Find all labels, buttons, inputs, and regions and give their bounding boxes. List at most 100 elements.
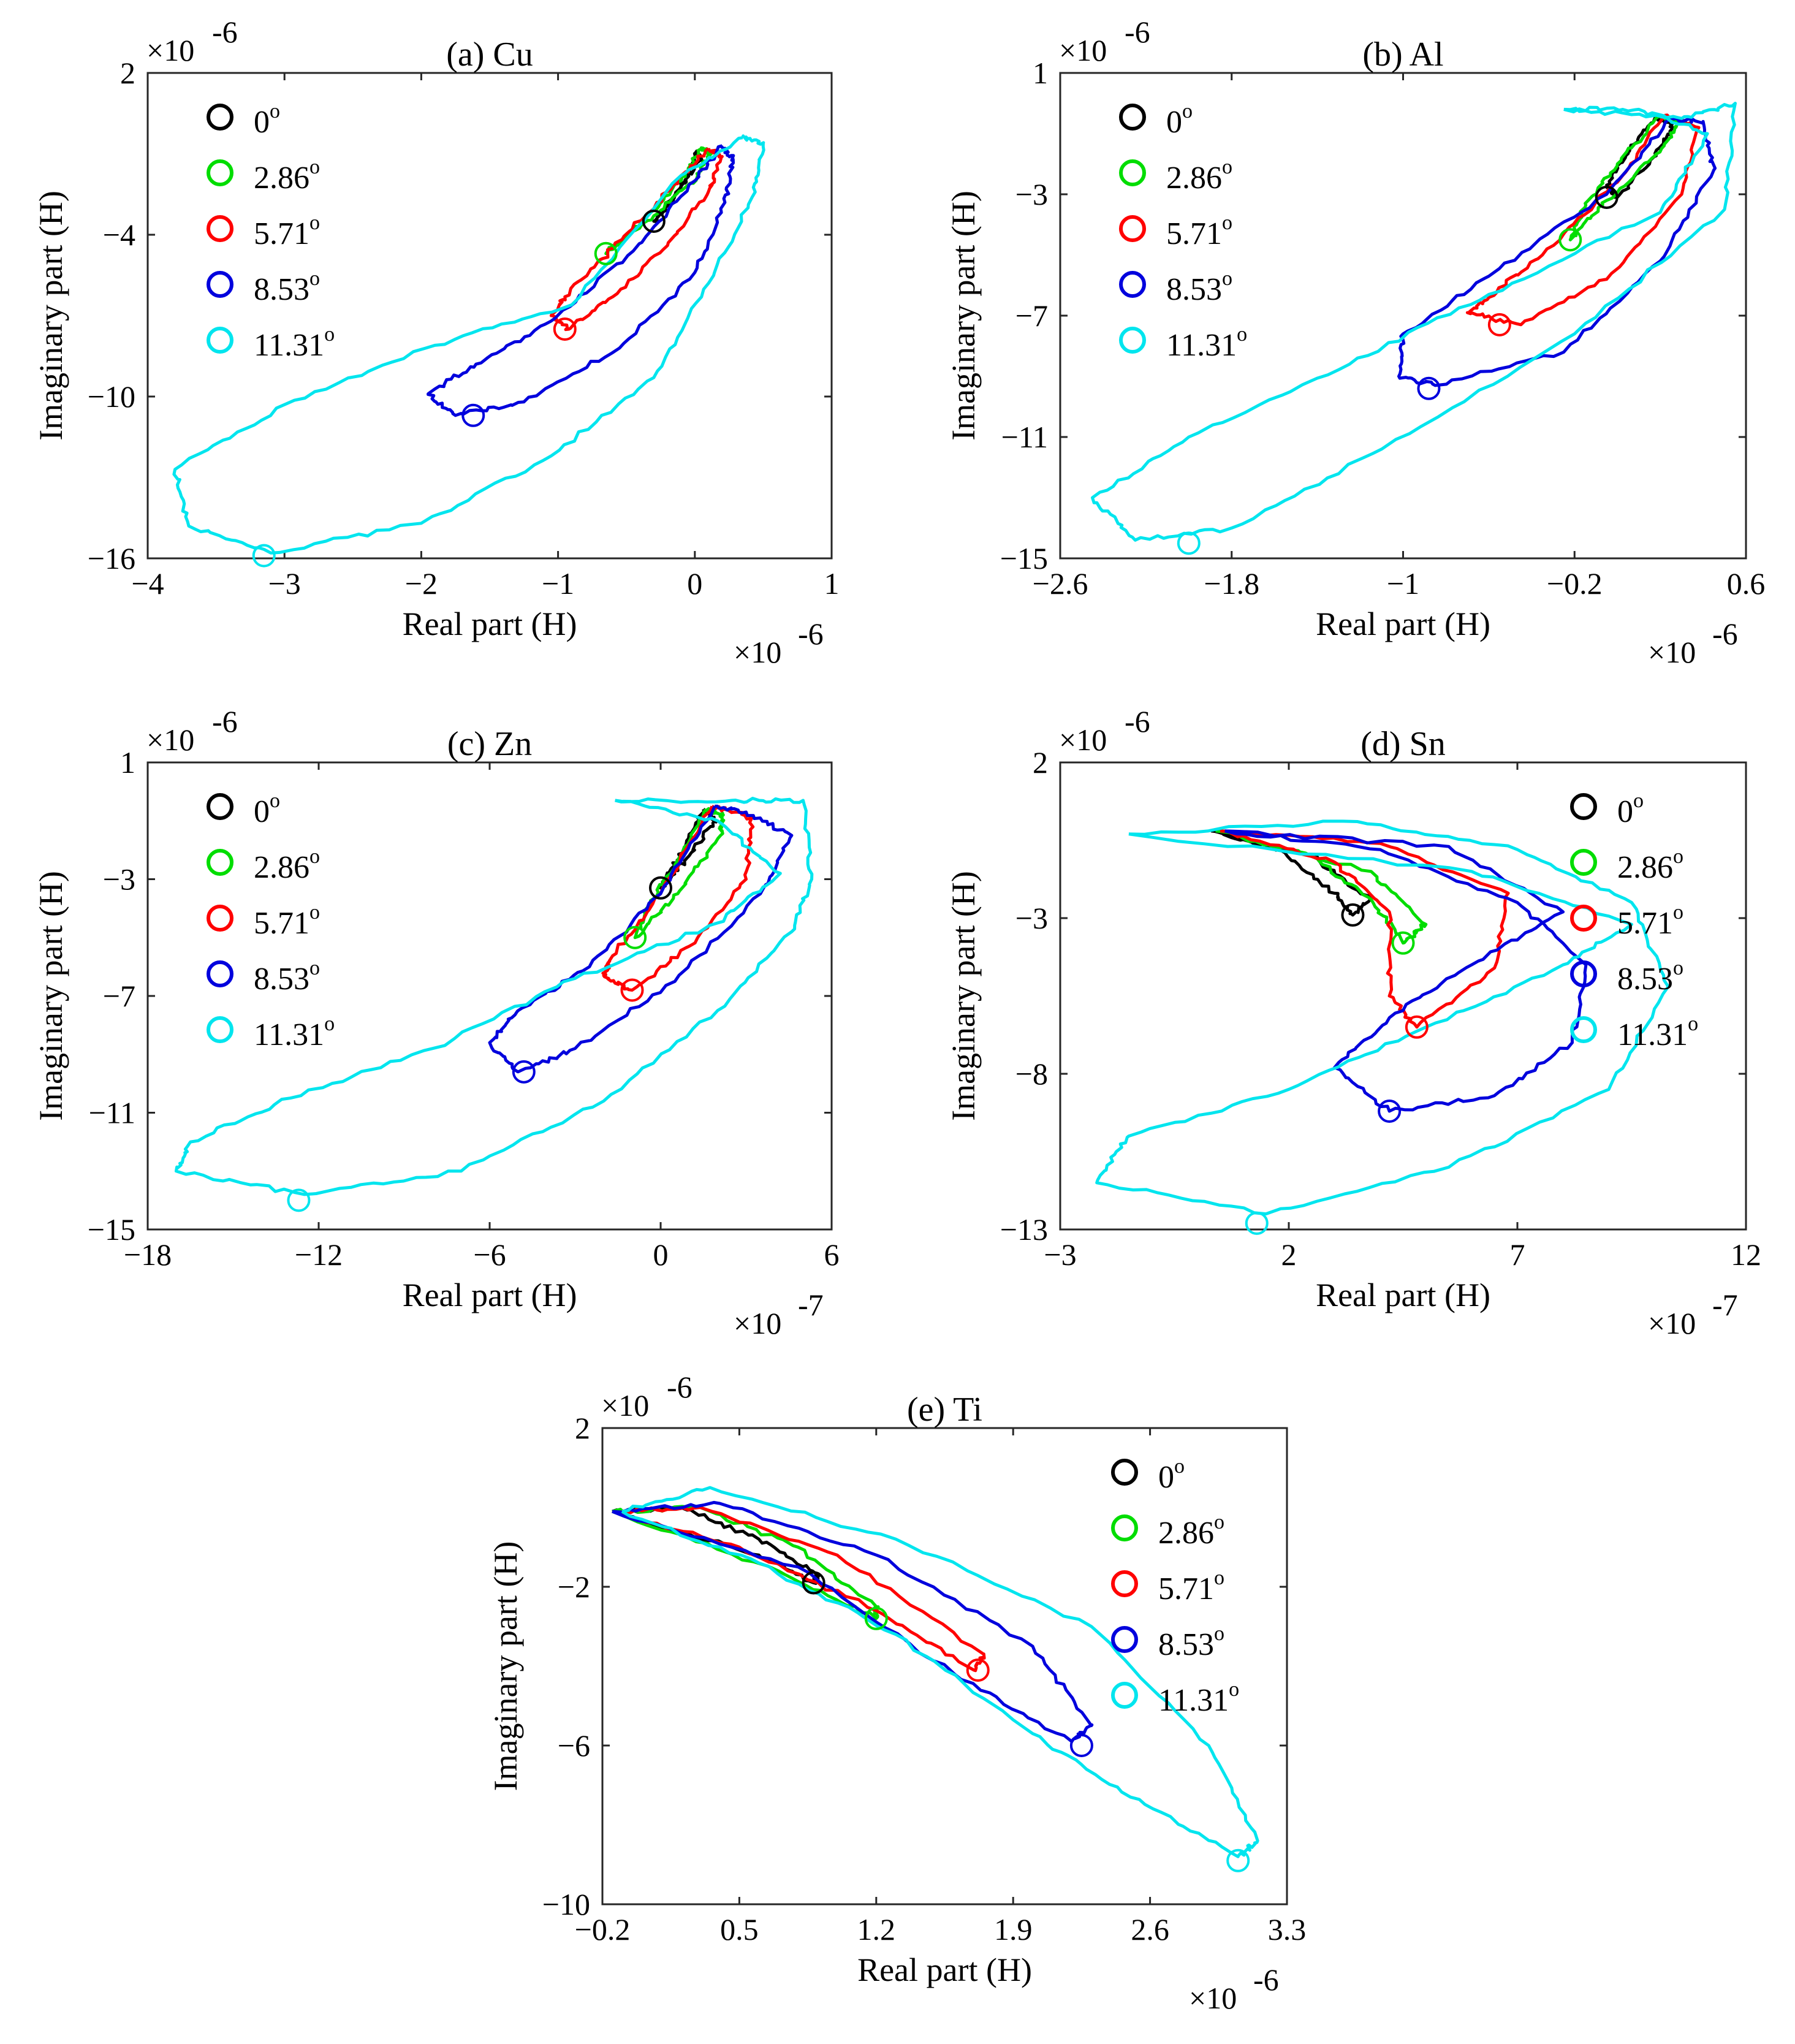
legend-label: 8.53o [254,957,320,997]
x-tick-label: 1.2 [857,1912,896,1947]
y-tick-label: −11 [1001,420,1048,454]
y-tick-label: −3 [103,862,135,897]
legend-label: 2.86o [1166,156,1232,196]
x-multiplier: ×10 [734,1306,781,1340]
legend-marker [1119,215,1146,242]
endpoint-marker [1487,313,1511,336]
y-tick-label: −3 [1015,901,1048,935]
legend-marker [1570,793,1597,820]
y-tick-label: −10 [542,1887,590,1921]
legend-label: 8.53o [1166,267,1232,307]
x-tick-label: −1 [542,566,574,601]
x-tick-label: −1.8 [1204,566,1259,601]
y-multiplier-exponent: -6 [212,15,238,49]
series-line-2-86 [1568,114,1683,241]
y-multiplier-exponent: -6 [1125,15,1150,49]
legend-marker [1570,905,1597,932]
endpoint-marker [1226,1848,1250,1872]
chart-panel-3: −18 −12 −6 0 6 1 −3 −7 −11 −15 (c) Zn Real part (H)… [32,704,840,1340]
series-line-8-53 [1224,829,1588,1113]
y-tick-label: −15 [88,1212,135,1247]
chart-title: (b) Al [1362,36,1443,74]
legend-marker [1119,271,1146,298]
y-tick-label: −15 [1000,541,1048,576]
x-tick-label: 2 [1281,1237,1297,1272]
y-tick-label: −4 [103,218,135,252]
endpoint-marker [1391,931,1415,955]
legend-label: 5.71o [254,211,320,251]
x-multiplier-exponent: -6 [1253,1962,1279,1997]
x-multiplier-exponent: -6 [1712,617,1738,651]
y-tick-label: −7 [1015,298,1048,333]
legend-marker [207,793,233,820]
legend-marker [207,849,233,876]
x-multiplier: ×10 [734,635,781,669]
chart-title: (e) Ti [907,1391,982,1429]
endpoint-marker [1595,185,1619,209]
y-tick-label: −13 [1000,1212,1048,1247]
chart-panel-2: −2.6 −1.8 −1 −0.2 0.6 1 −3 −7 −11 −15 (b) Al Real p… [945,15,1765,669]
legend-marker [207,960,233,987]
endpoint-marker [802,1571,825,1595]
series-line-5-71 [1220,829,1510,1029]
y-tick-label: −7 [103,979,135,1013]
legend-marker [1119,159,1146,186]
endpoint-marker [966,1658,990,1682]
y-tick-label: 2 [575,1411,590,1445]
legend-label: 5.71o [254,901,320,941]
endpoint-marker [1245,1211,1269,1235]
y-multiplier-exponent: -6 [667,1370,693,1404]
x-multiplier: ×10 [1648,1306,1696,1340]
x-axis-label: Real part (H) [857,1951,1032,1988]
legend-label: 5.71o [1166,211,1232,251]
legend-marker [1570,1016,1597,1043]
x-axis-label: Real part (H) [1316,606,1490,642]
endpoint-marker [1069,1734,1093,1757]
series-line-0 [652,149,704,224]
legend-marker [207,215,233,242]
legend-label: 2.86o [254,156,320,196]
y-tick-label: 1 [120,745,135,780]
x-tick-label: 1.9 [994,1912,1033,1947]
series-line-11-31 [1091,102,1737,542]
endpoint-marker [623,925,647,949]
legend-label: 0o [1166,100,1193,140]
y-multiplier: ×10 [1059,723,1107,757]
endpoint-marker [512,1060,536,1084]
series-line-5-71 [549,147,724,332]
x-tick-label: −2.6 [1033,566,1088,601]
x-tick-label: −18 [124,1237,172,1272]
x-tick-label: 12 [1731,1237,1761,1272]
legend-marker [207,271,233,298]
endpoint-marker [1378,1099,1402,1123]
y-multiplier-exponent: -6 [212,704,238,739]
series-line-11-31 [621,1486,1259,1858]
legend-marker [207,327,233,354]
y-tick-label: −8 [1015,1057,1048,1091]
x-tick-label: −1 [1387,566,1419,601]
legend-label: 8.53o [254,267,320,307]
y-axis-label: Imaginary part (H) [945,871,982,1121]
y-multiplier: ×10 [1059,33,1107,67]
x-tick-label: 7 [1510,1237,1525,1272]
y-axis-label: Imaginary part (H) [32,871,69,1121]
legend-label: 11.31o [1166,323,1247,363]
legend-label: 8.53o [1617,957,1683,997]
x-tick-label: −0.2 [1547,566,1603,601]
chart-panel-5: −0.2 0.5 1.2 1.9 2.6 3.3 2 −2 −6 −10 (e) Ti Real pa… [487,1370,1306,2015]
legend-label: 2.86o [1617,845,1683,885]
legend-label: 5.71o [1158,1567,1224,1606]
x-tick-label: 6 [824,1237,840,1272]
legend-label: 11.31o [1617,1013,1698,1052]
endpoint-marker [287,1188,311,1212]
y-tick-label: 2 [120,56,135,90]
x-tick-label: 0 [653,1237,669,1272]
legend-marker [1119,327,1146,354]
endpoint-marker [649,876,672,900]
legend: 0o 2.86o 5.71o 8.53o 11.31o [1119,100,1247,363]
series-line-8-53 [1397,116,1717,387]
x-tick-label: −3 [1044,1237,1076,1272]
